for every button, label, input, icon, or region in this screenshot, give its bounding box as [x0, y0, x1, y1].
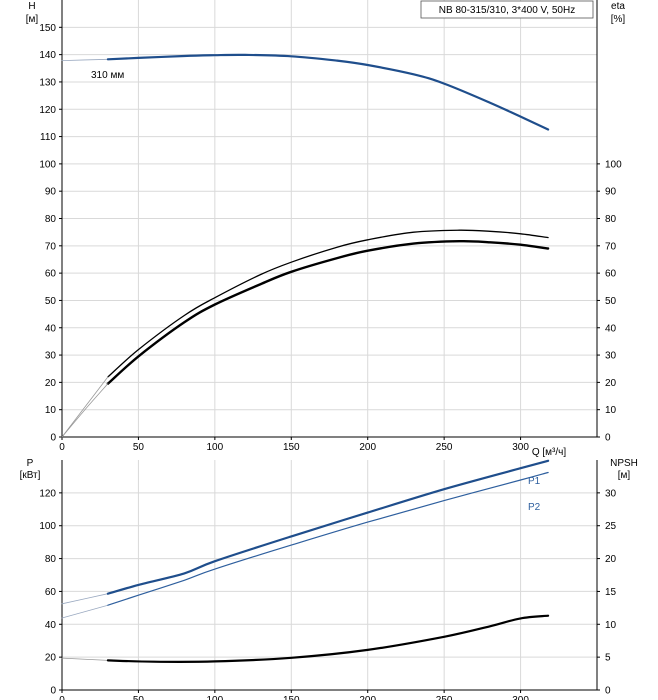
- bottom-rtick-label-5: 5: [605, 653, 611, 664]
- top-rtick-label-50: 50: [605, 296, 617, 307]
- npsh-axis-label: NPSH: [610, 458, 638, 469]
- top-rtick-label-10: 10: [605, 405, 617, 416]
- bottom-rtick-label-20: 20: [605, 554, 617, 565]
- p2-label: P2: [528, 502, 541, 513]
- top-ltick-label-120: 120: [39, 105, 56, 116]
- eta-axis-unit: [%]: [611, 14, 626, 25]
- axis-layer: 0 50 100 150 200 250 3000102030405060708090100…: [39, 0, 622, 700]
- top-ltick-label-30: 30: [45, 351, 57, 362]
- bottom-series-npsh: [106, 614, 550, 663]
- series-layer: [61, 53, 550, 663]
- top-rtick-label-30: 30: [605, 351, 617, 362]
- bottom-xtick-label-50: 50: [133, 695, 145, 700]
- npsh-axis-unit: [м]: [618, 470, 631, 481]
- p-axis-label: P: [27, 458, 34, 469]
- bottom-ltick-label-60: 60: [45, 587, 57, 598]
- top-xtick-label-150: 150: [283, 442, 300, 453]
- bottom-xtick-label-100: 100: [207, 695, 224, 700]
- h-axis-unit: [м]: [26, 14, 39, 25]
- top-ltick-label-100: 100: [39, 159, 56, 170]
- bottom-series-p2-ext: [61, 604, 109, 619]
- bottom-ltick-label-20: 20: [45, 653, 57, 664]
- bottom-series-p1-ext: [61, 593, 109, 605]
- top-xtick-label-50: 50: [133, 442, 145, 453]
- top-series-eta-thick-ext: [61, 383, 109, 438]
- top-ltick-label-10: 10: [45, 405, 57, 416]
- top-ltick-label-40: 40: [45, 323, 57, 334]
- top-series-head-ext: [61, 58, 109, 61]
- bottom-ltick-label-0: 0: [50, 686, 56, 697]
- bottom-series-p1: [106, 459, 550, 595]
- top-series-eta-thin-ext: [61, 376, 109, 438]
- bottom-rtick-label-15: 15: [605, 587, 617, 598]
- top-ltick-label-0: 0: [50, 433, 56, 444]
- bottom-xtick-label-250: 250: [436, 695, 453, 700]
- top-xtick-label-100: 100: [207, 442, 224, 453]
- bottom-xtick-label-150: 150: [283, 695, 300, 700]
- bottom-ltick-label-120: 120: [39, 488, 56, 499]
- top-ltick-label-150: 150: [39, 23, 56, 34]
- bottom-ltick-label-100: 100: [39, 521, 56, 532]
- top-xtick-label-300: 300: [512, 442, 529, 453]
- grid-layer: [62, 0, 598, 690]
- top-ltick-label-90: 90: [45, 187, 57, 198]
- bottom-xtick-label-0: 0: [59, 695, 65, 700]
- title-box: [420, 0, 594, 19]
- h-axis-label: H: [28, 1, 35, 12]
- bottom-rtick-label-30: 30: [605, 488, 617, 499]
- p1-label: P1: [528, 476, 541, 487]
- top-rtick-label-0: 0: [605, 433, 611, 444]
- title-text: NB 80-315/310, 3*400 V, 50Hz: [439, 5, 575, 16]
- p-axis-unit: [кВт]: [20, 470, 41, 481]
- top-rtick-label-80: 80: [605, 214, 617, 225]
- top-rtick-label-20: 20: [605, 378, 617, 389]
- top-ltick-label-20: 20: [45, 378, 57, 389]
- bottom-rtick-label-0: 0: [605, 686, 611, 697]
- top-series-head: [106, 53, 550, 131]
- top-ltick-label-70: 70: [45, 241, 57, 252]
- bottom-ltick-label-40: 40: [45, 620, 57, 631]
- bottom-series-npsh-ext: [61, 657, 109, 661]
- top-xtick-label-200: 200: [359, 442, 376, 453]
- top-ltick-label-60: 60: [45, 269, 57, 280]
- q-axis-label: Q [м³/ч]: [532, 447, 567, 458]
- top-rtick-label-60: 60: [605, 269, 617, 280]
- top-rtick-label-40: 40: [605, 323, 617, 334]
- bottom-series-p2: [107, 471, 549, 606]
- top-xtick-label-250: 250: [436, 442, 453, 453]
- top-ltick-label-110: 110: [40, 132, 56, 143]
- top-rtick-label-70: 70: [605, 241, 617, 252]
- top-rtick-label-90: 90: [605, 187, 617, 198]
- top-ltick-label-130: 130: [39, 77, 56, 88]
- top-series-eta-thick: [106, 239, 550, 385]
- eta-axis-label: eta: [611, 1, 625, 12]
- top-series-eta-thin: [107, 229, 549, 378]
- top-ltick-label-80: 80: [45, 214, 57, 225]
- bottom-rtick-label-25: 25: [605, 521, 617, 532]
- top-ltick-label-140: 140: [39, 50, 56, 61]
- top-rtick-label-100: 100: [605, 159, 622, 170]
- bottom-xtick-label-200: 200: [359, 695, 376, 700]
- top-ltick-label-50: 50: [45, 296, 57, 307]
- top-xtick-label-0: 0: [59, 442, 65, 453]
- bottom-xtick-label-300: 300: [512, 695, 529, 700]
- impeller-diameter-label: 310 мм: [91, 70, 124, 81]
- bottom-ltick-label-80: 80: [45, 554, 57, 565]
- bottom-rtick-label-10: 10: [605, 620, 617, 631]
